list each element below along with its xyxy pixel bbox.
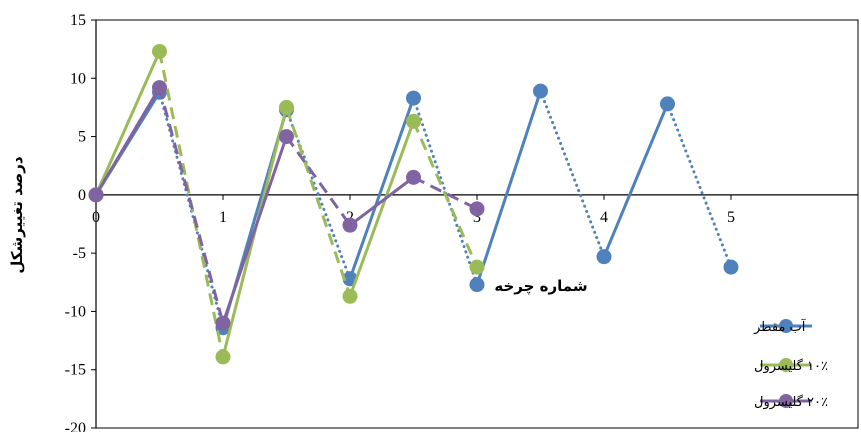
data-point: [342, 217, 358, 233]
series-segment: [412, 96, 479, 287]
legend-marker: [779, 394, 793, 408]
x-tick-label: 2: [346, 209, 354, 226]
y-tick-label: 5: [78, 129, 86, 146]
series-segment: [539, 89, 606, 259]
legend-item-3: ۲۰٪ گلیسرول: [754, 394, 828, 410]
y-tick-label: -10: [65, 303, 86, 320]
legend-label: ۱۰٪ گلیسرول: [754, 358, 828, 374]
data-point: [406, 113, 421, 129]
series-segment: [475, 89, 542, 287]
x-tick-label: 3: [473, 209, 481, 226]
data-point: [215, 315, 231, 331]
axes: 15 10 5 0 -5 -10 -15 -20 0 1 2 3 4 5: [65, 12, 859, 432]
x-tick-label: 4: [600, 209, 608, 226]
series-layer: [88, 43, 739, 365]
x-axis-title: شماره چرخه: [494, 277, 587, 296]
series-segment: [348, 119, 415, 298]
data-point: [596, 249, 612, 265]
y-axis-title: درصد تغییرشکل: [8, 156, 26, 274]
series-3: [88, 80, 485, 331]
y-tick-label: -15: [65, 362, 86, 379]
data-point: [279, 99, 294, 115]
x-tick-label: 0: [92, 209, 100, 226]
series-segment: [666, 102, 733, 269]
x-tick-label: 1: [219, 209, 227, 226]
data-point: [342, 288, 358, 304]
legend: آب مقطر ۱۰٪ گلیسرول ۲۰٪ گلیسرول: [753, 318, 828, 410]
data-point: [406, 90, 421, 106]
series-segment: [94, 86, 161, 197]
data-point: [279, 129, 294, 145]
legend-marker: [779, 319, 793, 333]
series-segment: [94, 49, 161, 197]
series-segment: [348, 175, 415, 227]
data-point: [406, 169, 421, 185]
legend-item-2: ۱۰٪ گلیسرول: [754, 358, 828, 374]
y-tick-label: 0: [78, 187, 86, 204]
series-segment: [285, 108, 352, 281]
data-point: [533, 83, 548, 99]
series-2: [88, 43, 485, 365]
data-point: [152, 80, 167, 96]
x-tick-label: 5: [727, 209, 735, 226]
series-segment: [602, 102, 669, 259]
series-segment: [412, 176, 478, 211]
y-tick-label: 15: [70, 12, 86, 29]
series-segment: [348, 96, 415, 281]
series-segment: [285, 135, 352, 227]
legend-marker: [779, 358, 793, 372]
series-segment: [221, 135, 288, 325]
series-segment: [285, 106, 352, 297]
y-tick-label: 10: [70, 70, 86, 87]
data-point: [152, 43, 167, 59]
data-point: [88, 187, 104, 203]
y-tick-label: -5: [73, 245, 86, 262]
y-tick-label: -20: [65, 420, 86, 432]
legend-item-1: آب مقطر: [753, 318, 812, 335]
data-point: [469, 259, 485, 275]
series-segment: [412, 120, 479, 268]
data-point: [469, 277, 485, 293]
data-point: [215, 349, 231, 365]
data-point: [469, 201, 485, 217]
series-segment: [158, 87, 225, 324]
legend-label: ۲۰٪ گلیسرول: [754, 394, 828, 410]
data-point: [660, 96, 675, 112]
data-point: [723, 259, 739, 275]
legend-label: آب مقطر: [753, 318, 807, 335]
